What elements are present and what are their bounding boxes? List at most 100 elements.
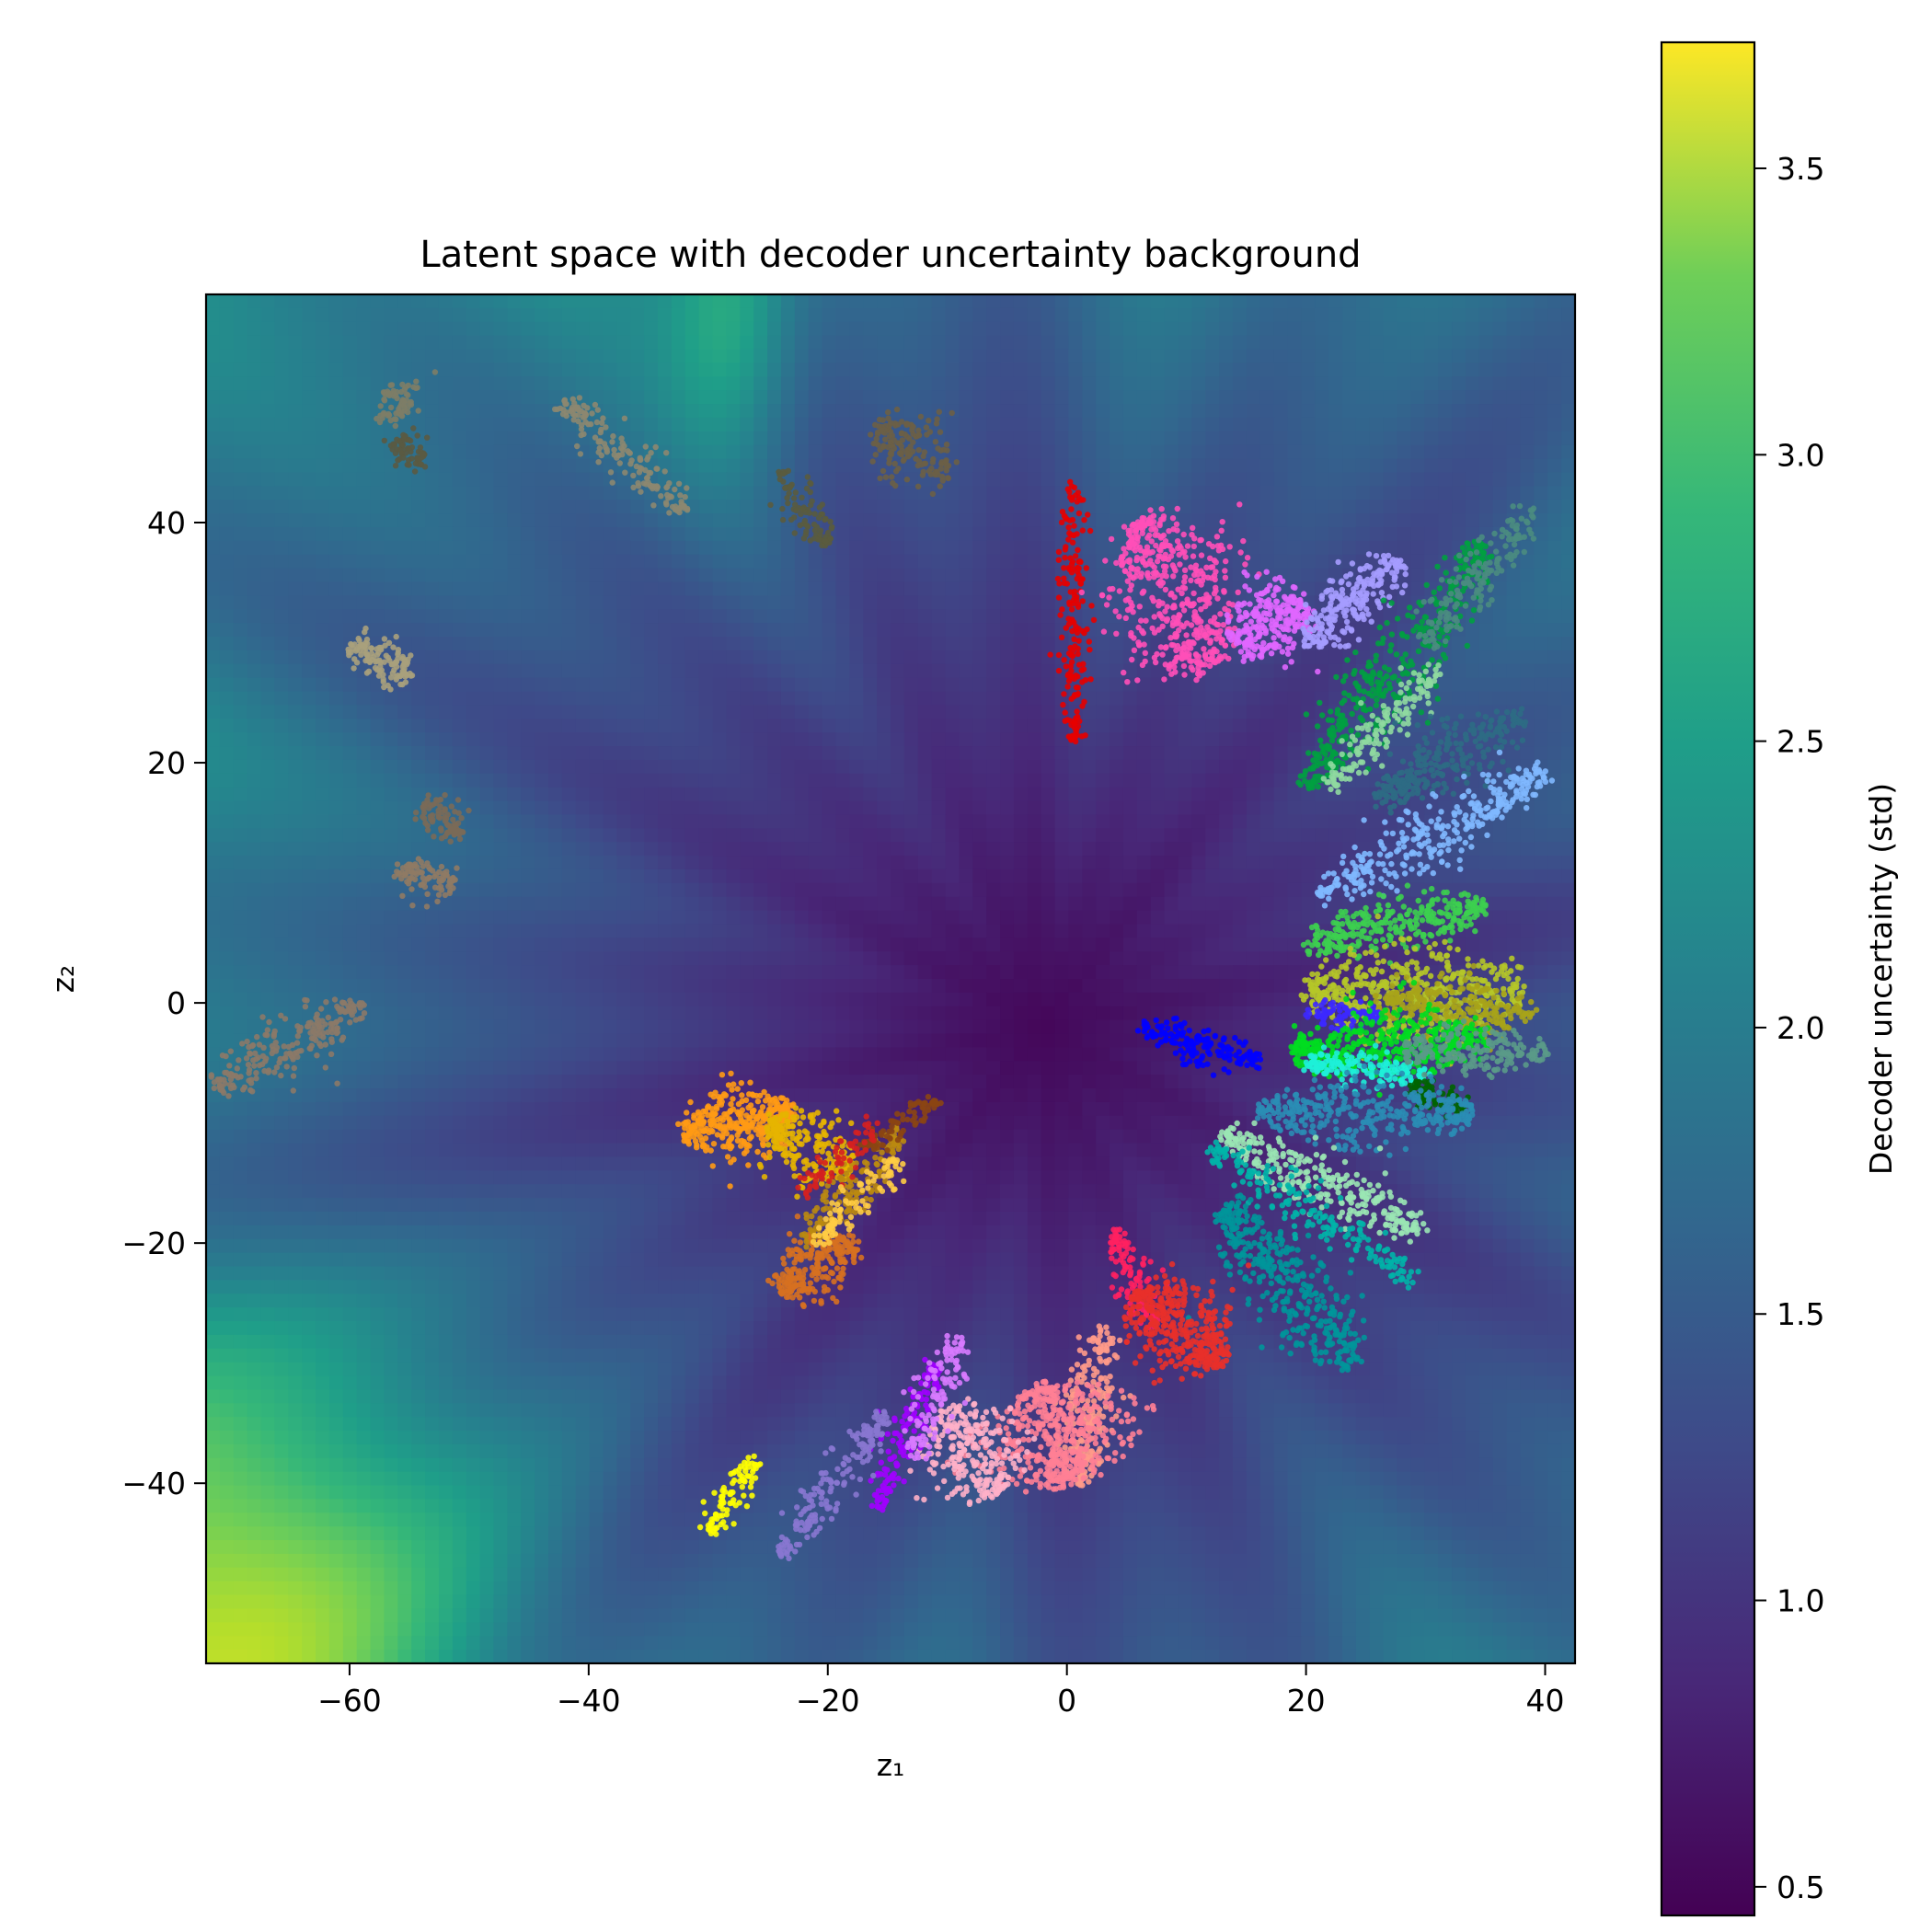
heatmap-cell [1178,732,1192,747]
heatmap-cell [891,719,905,733]
heatmap-cell [1164,842,1179,857]
heatmap-cell [972,376,987,391]
heatmap-cell [260,609,275,624]
heatmap-cell [521,951,535,966]
heatmap-cell [822,882,837,898]
heatmap-cell [698,732,714,747]
heatmap-cell [1096,924,1110,938]
heatmap-cell [780,842,796,857]
heatmap-cell [698,595,714,610]
heatmap-cell [397,513,412,528]
heatmap-cell [397,924,412,938]
heatmap-cell [835,882,850,898]
heatmap-cell [548,362,563,377]
heatmap-cell [1233,349,1248,363]
heatmap-cell [1328,458,1343,474]
heatmap-cell [260,321,275,337]
heatmap-cell [1013,376,1029,391]
heatmap-cell [712,376,728,391]
heatmap-cell [1452,526,1466,542]
heatmap-cell [1452,691,1466,706]
heatmap-cell [1082,335,1097,351]
heatmap-cell [479,472,495,487]
heatmap-cell [917,568,933,583]
heatmap-cell [767,568,782,583]
heatmap-cell [1520,349,1535,363]
heatmap-cell [561,856,577,870]
heatmap-cell [507,458,522,474]
heatmap-cell [1520,294,1535,309]
heatmap-cell [753,814,768,829]
heatmap-cell [712,732,728,747]
heatmap-cell [1246,376,1261,391]
heatmap-cell [671,431,686,446]
heatmap-cell [822,650,837,665]
heatmap-cell [219,773,235,788]
heatmap-cell [438,431,454,446]
heatmap-cell [1178,307,1192,323]
heatmap-cell [698,650,714,665]
heatmap-cell [1328,472,1343,487]
heatmap-cell [521,828,535,843]
heatmap-cell [356,965,372,980]
heatmap-cell [1259,417,1275,432]
heatmap-cell [438,500,454,514]
heatmap-cell [370,842,385,857]
heatmap-cell [1027,773,1042,788]
heatmap-cell [644,568,659,583]
heatmap-cell [1191,951,1206,966]
heatmap-cell [1561,623,1575,638]
heatmap-cell [1287,663,1302,679]
heatmap-cell [507,472,522,487]
heatmap-cell [1520,856,1535,870]
heatmap-cell [1328,677,1343,693]
heatmap-cell [561,609,577,624]
heatmap-cell [671,294,686,309]
heatmap-cell [1150,896,1166,912]
heatmap-cell [1342,417,1357,432]
heatmap-cell [1246,732,1261,747]
heatmap-cell [917,924,933,938]
heatmap-cell [794,404,810,419]
heatmap-cell [1328,650,1343,665]
heatmap-cell [370,390,385,405]
heatmap-cell [1328,335,1343,351]
heatmap-cell [1164,787,1179,802]
heatmap-cell [931,362,947,377]
heatmap-cell [1096,910,1110,926]
heatmap-cell [1233,458,1248,474]
heatmap-cell [959,294,973,309]
heatmap-cell [589,663,604,679]
heatmap-cell [822,828,837,843]
heatmap-cell [1164,868,1179,884]
heatmap-cell [1452,650,1466,665]
heatmap-cell [1178,746,1192,761]
heatmap-cell [1369,335,1385,351]
heatmap-cell [233,526,248,542]
heatmap-cell [698,965,714,980]
heatmap-cell [684,814,700,829]
heatmap-cell [835,719,850,733]
heatmap-cell [1233,417,1248,432]
heatmap-cell [1082,540,1097,556]
heatmap-cell [863,609,878,624]
heatmap-cell [1478,705,1494,719]
heatmap-cell [671,568,686,583]
heatmap-cell [1041,746,1056,761]
heatmap-cell [452,595,467,610]
heatmap-cell [452,404,467,419]
heatmap-cell [863,965,878,980]
heatmap-cell [1205,486,1220,500]
heatmap-cell [1492,609,1508,624]
heatmap-cell [684,856,700,870]
heatmap-cell [1233,705,1248,719]
heatmap-cell [1136,937,1152,952]
heatmap-cell [452,773,467,788]
heatmap-cell [794,691,810,706]
heatmap-cell [1301,307,1316,323]
heatmap-cell [1424,321,1439,337]
heatmap-cell [328,896,344,912]
heatmap-cell [548,335,563,351]
heatmap-cell [698,773,714,788]
heatmap-cell [986,787,1001,802]
